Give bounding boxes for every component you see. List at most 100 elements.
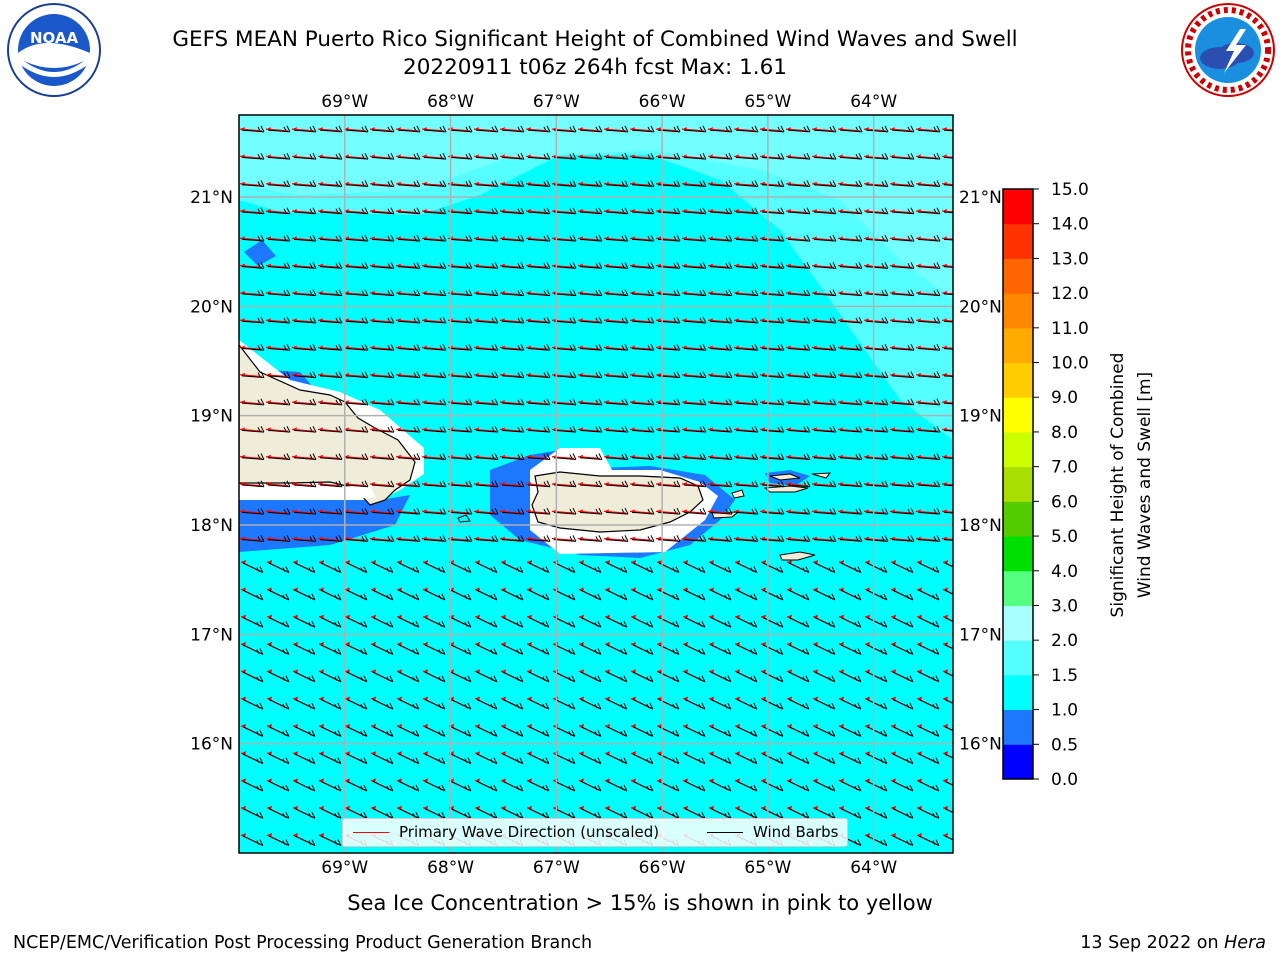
wind-barb — [813, 371, 837, 379]
wind-barb — [683, 507, 707, 515]
wind-barb — [268, 808, 290, 819]
wind-barb — [397, 535, 421, 542]
wind-barb — [918, 589, 940, 601]
wind-barb — [346, 699, 368, 710]
wind-barb — [372, 808, 394, 819]
wind-barb — [892, 808, 914, 819]
wind-barb — [788, 562, 810, 574]
wind-barb — [372, 671, 394, 683]
wind-barb — [294, 671, 316, 683]
wind-barb — [294, 589, 316, 601]
wind-barb — [709, 234, 733, 242]
wind-barb — [813, 262, 837, 269]
wind-barb — [839, 180, 863, 187]
wind-barb — [787, 425, 811, 433]
colorbar-title-line1: Significant Height of Combined — [1108, 353, 1128, 618]
wind-barb — [605, 425, 629, 433]
wind-barb — [371, 344, 395, 351]
wind-barb — [709, 207, 733, 215]
wind-barb — [736, 562, 758, 574]
wind-barb — [423, 234, 447, 242]
wind-barb — [605, 234, 629, 242]
chart-title: GEFS MEAN Puerto Rico Significant Height… — [172, 27, 1018, 52]
wind-barb — [293, 535, 317, 542]
wind-barb — [709, 344, 733, 351]
wind-barb — [579, 180, 603, 187]
lat-tick-label-left: 19°N — [190, 407, 233, 427]
wind-barb — [319, 180, 343, 187]
wind-barb — [761, 262, 785, 269]
wind-barb — [709, 398, 733, 406]
wind-barb — [320, 644, 342, 655]
colorbar-segment — [1003, 709, 1033, 745]
wind-barb — [450, 562, 472, 574]
wind-barb — [346, 589, 368, 601]
wind-barb — [268, 726, 290, 737]
wind-barb — [424, 780, 446, 792]
wind-barb — [735, 507, 759, 515]
wind-barb — [372, 644, 394, 655]
wind-barb — [892, 753, 914, 765]
wind-barb — [736, 671, 758, 683]
wind-barb — [944, 835, 953, 841]
wind-barb — [943, 348, 953, 350]
colorbar-segment — [1003, 674, 1033, 711]
wind-barb — [787, 234, 811, 242]
wind-barb — [865, 371, 889, 379]
wind-barb — [762, 589, 784, 601]
wind-barb — [943, 539, 953, 541]
wind-barb — [787, 262, 811, 269]
wind-barb — [787, 453, 811, 460]
wind-barb — [553, 480, 577, 488]
wind-barb — [839, 480, 863, 488]
wind-barb — [397, 398, 421, 406]
wind-barb — [553, 234, 577, 242]
wind-barb — [449, 316, 473, 324]
colorbar-tick-label: 1.0 — [1051, 701, 1078, 721]
colorbar-segment — [1003, 189, 1033, 225]
wind-barb — [320, 617, 342, 628]
wind-barb — [320, 589, 342, 601]
wind-barb — [449, 507, 473, 515]
wind-barb — [865, 535, 889, 542]
wind-barb — [242, 699, 264, 710]
lon-tick-label-bottom: 66°W — [639, 858, 686, 878]
wind-barb — [631, 234, 655, 242]
wind-barb — [527, 425, 551, 433]
wind-barb — [683, 535, 707, 542]
lat-tick-label-right: 21°N — [959, 188, 1002, 208]
wind-barb — [683, 180, 707, 187]
wind-barb — [397, 344, 421, 351]
wind-barb — [475, 453, 499, 460]
wind-barb — [554, 589, 576, 601]
wind-barb — [319, 207, 343, 215]
colorbar-segment — [1003, 431, 1033, 468]
wind-barb — [839, 234, 863, 242]
wind-barb — [761, 207, 785, 215]
wind-barb — [892, 589, 914, 601]
wind-barb — [449, 207, 473, 215]
wind-barb — [242, 808, 264, 819]
wind-barb — [606, 617, 628, 628]
wind-barb — [787, 207, 811, 215]
wind-barb — [345, 453, 369, 460]
wind-barb — [710, 726, 732, 737]
wind-barb — [293, 398, 317, 406]
wind-barb — [320, 562, 342, 574]
colorbar-title: Significant Height of Combined Wind Wave… — [1108, 353, 1155, 618]
wind-barb — [735, 535, 759, 542]
wind-barb — [423, 371, 447, 379]
wind-barb — [710, 808, 732, 819]
wind-barb — [554, 726, 576, 737]
wind-barb — [371, 207, 395, 215]
wind-barb — [736, 753, 758, 765]
wind-barb — [423, 207, 447, 215]
wind-barb — [709, 507, 733, 515]
wind-barb — [423, 289, 447, 297]
wind-barb — [398, 808, 420, 819]
wind-barb — [761, 453, 785, 460]
wind-barb — [372, 699, 394, 710]
wind-barb — [710, 589, 732, 601]
wind-barb — [813, 507, 837, 515]
wind-barb — [449, 289, 473, 297]
